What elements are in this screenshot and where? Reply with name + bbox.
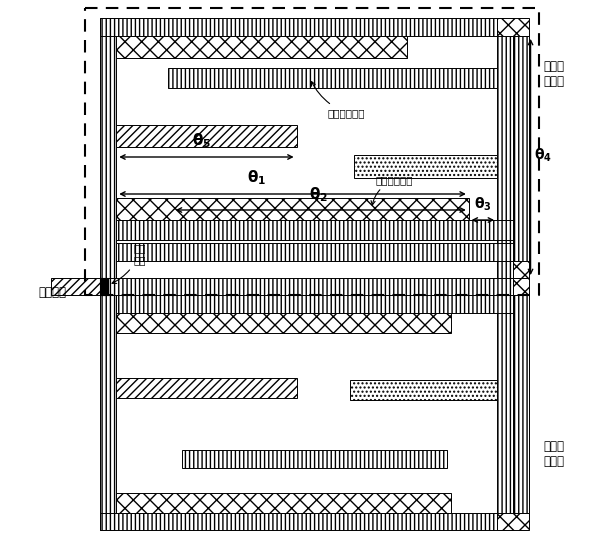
Bar (513, 295, 529, 513)
Bar (116, 125, 296, 147)
Text: 第二输
出端口: 第二输 出端口 (543, 440, 564, 468)
Text: 第二耦合路径: 第二耦合路径 (371, 175, 413, 205)
Bar (100, 295, 116, 530)
Bar (497, 18, 513, 278)
Bar (100, 18, 513, 36)
Bar (354, 155, 497, 178)
Text: $\mathbf{\theta_3}$: $\mathbf{\theta_3}$ (474, 196, 492, 213)
Bar (513, 36, 529, 278)
Text: $\mathbf{\theta_2}$: $\mathbf{\theta_2}$ (309, 186, 328, 204)
Bar (349, 380, 497, 400)
Bar (497, 18, 529, 36)
Text: 第一耦合路径: 第一耦合路径 (312, 82, 365, 118)
Bar (100, 278, 108, 295)
Bar (100, 18, 116, 295)
Bar (116, 313, 451, 333)
Bar (51, 278, 100, 295)
Bar (100, 513, 513, 530)
Bar (513, 261, 529, 278)
Text: 隔离
元件: 隔离 元件 (112, 243, 145, 283)
Text: $\mathbf{\theta_1}$: $\mathbf{\theta_1}$ (247, 168, 266, 187)
Bar (497, 513, 529, 530)
Bar (116, 198, 469, 220)
Bar (100, 278, 513, 295)
Bar (116, 493, 451, 513)
Text: $\mathbf{\theta_5}$: $\mathbf{\theta_5}$ (192, 131, 212, 150)
Text: 输入端口: 输入端口 (39, 286, 67, 299)
Bar (116, 243, 513, 261)
Text: 第一输
出端口: 第一输 出端口 (543, 60, 564, 88)
Bar (116, 36, 407, 58)
Bar (182, 450, 447, 468)
Bar (497, 295, 513, 513)
Text: $\mathbf{\theta_4}$: $\mathbf{\theta_4}$ (534, 146, 552, 164)
Bar (116, 220, 513, 240)
Bar (116, 295, 513, 313)
Bar (513, 278, 529, 295)
Bar (116, 378, 296, 398)
Bar (168, 68, 497, 88)
